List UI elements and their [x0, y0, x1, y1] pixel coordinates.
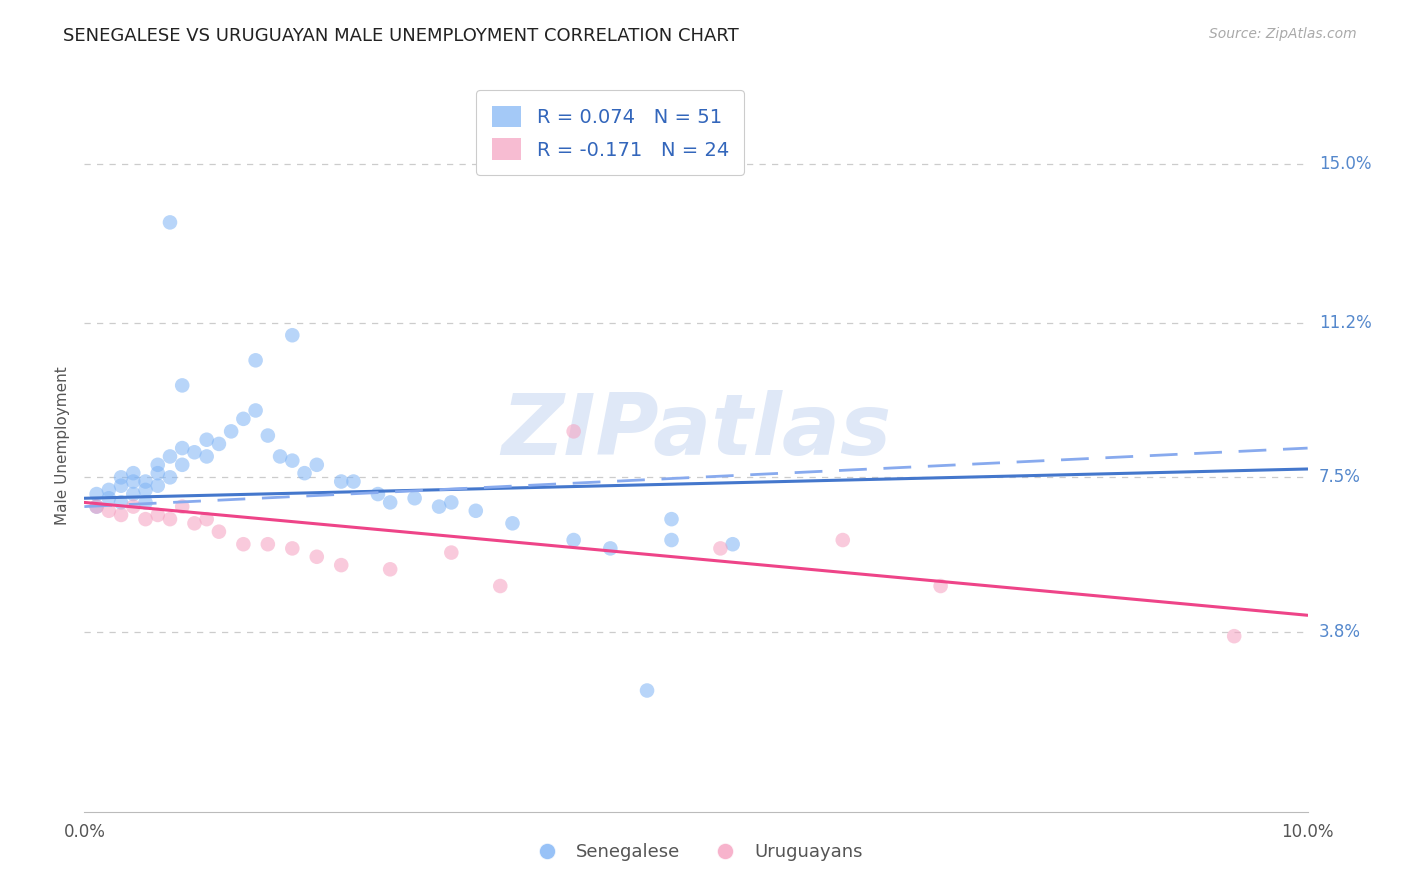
- Point: [146, 479, 169, 493]
- Point: [281, 453, 304, 467]
- Point: [661, 533, 683, 547]
- Point: [380, 495, 402, 509]
- Point: [502, 516, 524, 531]
- Text: 15.0%: 15.0%: [1319, 155, 1371, 173]
- Point: [489, 579, 512, 593]
- Point: [195, 433, 218, 447]
- Point: [183, 445, 205, 459]
- Point: [146, 458, 169, 472]
- Point: [110, 470, 132, 484]
- Point: [464, 504, 486, 518]
- Point: [636, 683, 658, 698]
- Point: [122, 466, 145, 480]
- Point: [146, 508, 169, 522]
- Point: [330, 558, 353, 573]
- Point: [122, 475, 145, 489]
- Point: [709, 541, 731, 556]
- Point: [232, 537, 254, 551]
- Point: [661, 512, 683, 526]
- Point: [110, 495, 132, 509]
- Point: [232, 412, 254, 426]
- Point: [305, 458, 328, 472]
- Point: [159, 512, 181, 526]
- Point: [562, 533, 585, 547]
- Point: [281, 328, 304, 343]
- Point: [404, 491, 426, 506]
- Point: [257, 537, 280, 551]
- Point: [294, 466, 316, 480]
- Point: [929, 579, 952, 593]
- Point: [135, 483, 157, 497]
- Point: [135, 512, 157, 526]
- Text: 3.8%: 3.8%: [1319, 623, 1361, 641]
- Point: [146, 466, 169, 480]
- Point: [183, 516, 205, 531]
- Point: [172, 441, 194, 455]
- Point: [831, 533, 853, 547]
- Point: [219, 425, 242, 439]
- Point: [86, 500, 108, 514]
- Point: [195, 450, 218, 464]
- Point: [330, 475, 353, 489]
- Point: [305, 549, 328, 564]
- Point: [440, 545, 463, 559]
- Point: [257, 428, 280, 442]
- Point: [440, 495, 463, 509]
- Point: [159, 215, 181, 229]
- Point: [97, 483, 120, 497]
- Point: [380, 562, 402, 576]
- Point: [172, 500, 194, 514]
- Point: [599, 541, 621, 556]
- Y-axis label: Male Unemployment: Male Unemployment: [55, 367, 70, 525]
- Point: [245, 403, 267, 417]
- Point: [1223, 629, 1246, 643]
- Point: [135, 495, 157, 509]
- Point: [172, 458, 194, 472]
- Point: [427, 500, 450, 514]
- Point: [195, 512, 218, 526]
- Point: [721, 537, 744, 551]
- Point: [86, 487, 108, 501]
- Point: [172, 378, 194, 392]
- Point: [110, 508, 132, 522]
- Point: [122, 500, 145, 514]
- Point: [562, 425, 585, 439]
- Point: [86, 500, 108, 514]
- Text: SENEGALESE VS URUGUAYAN MALE UNEMPLOYMENT CORRELATION CHART: SENEGALESE VS URUGUAYAN MALE UNEMPLOYMEN…: [63, 27, 740, 45]
- Text: Source: ZipAtlas.com: Source: ZipAtlas.com: [1209, 27, 1357, 41]
- Text: ZIPatlas: ZIPatlas: [501, 390, 891, 473]
- Point: [159, 450, 181, 464]
- Point: [269, 450, 291, 464]
- Point: [208, 524, 231, 539]
- Point: [122, 487, 145, 501]
- Point: [135, 475, 157, 489]
- Point: [97, 504, 120, 518]
- Point: [245, 353, 267, 368]
- Legend: Senegalese, Uruguayans: Senegalese, Uruguayans: [522, 836, 870, 869]
- Point: [159, 470, 181, 484]
- Point: [97, 491, 120, 506]
- Point: [367, 487, 389, 501]
- Point: [208, 437, 231, 451]
- Point: [110, 479, 132, 493]
- Text: 11.2%: 11.2%: [1319, 314, 1371, 332]
- Point: [342, 475, 364, 489]
- Point: [281, 541, 304, 556]
- Text: 7.5%: 7.5%: [1319, 468, 1361, 486]
